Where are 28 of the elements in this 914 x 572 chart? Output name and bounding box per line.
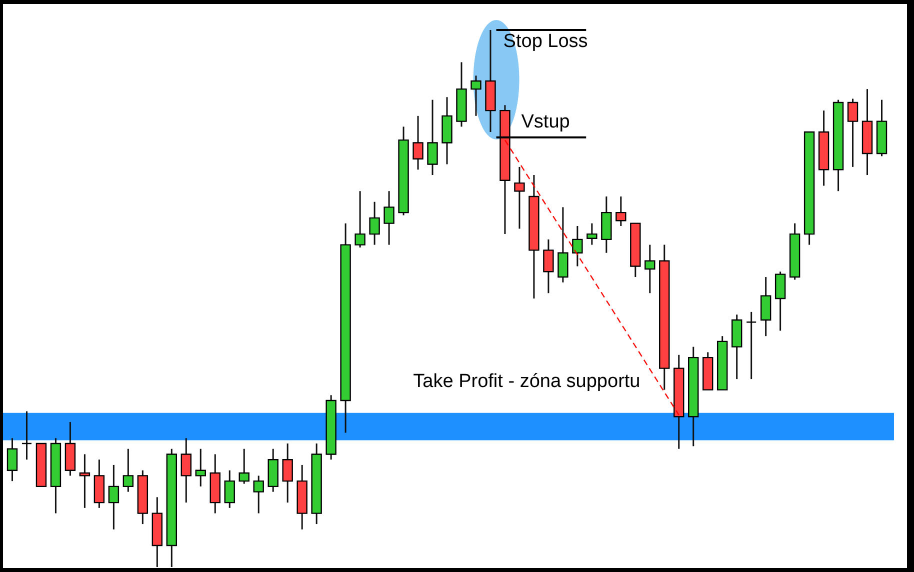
candlestick [369, 201, 380, 246]
ref-line-label: Stop Loss [503, 31, 588, 52]
ref-line-label: Vstup [521, 111, 570, 132]
candlestick [238, 448, 250, 485]
candlestick [586, 222, 598, 246]
band-label: Take Profit - zóna supportu [413, 370, 640, 392]
candlestick [514, 166, 525, 230]
candlestick [108, 464, 120, 530]
candlestick [282, 442, 293, 504]
candlestick [543, 238, 554, 294]
candlestick [21, 410, 32, 460]
candlestick [224, 470, 235, 509]
candlestick [746, 311, 757, 380]
candlestick [427, 99, 438, 176]
candlestick [79, 453, 90, 509]
candlestick [6, 437, 18, 482]
candlestick [644, 244, 656, 294]
candlestick [180, 437, 192, 504]
candlestick [616, 196, 626, 227]
candlestick [847, 98, 858, 168]
candlestick [412, 115, 424, 170]
candlestick [572, 225, 583, 268]
candlestick [470, 74, 482, 117]
candlestick [195, 448, 206, 488]
candlestick [384, 190, 394, 246]
candlestick [122, 448, 134, 493]
candlestick [354, 190, 366, 248]
candlestick [253, 474, 264, 514]
